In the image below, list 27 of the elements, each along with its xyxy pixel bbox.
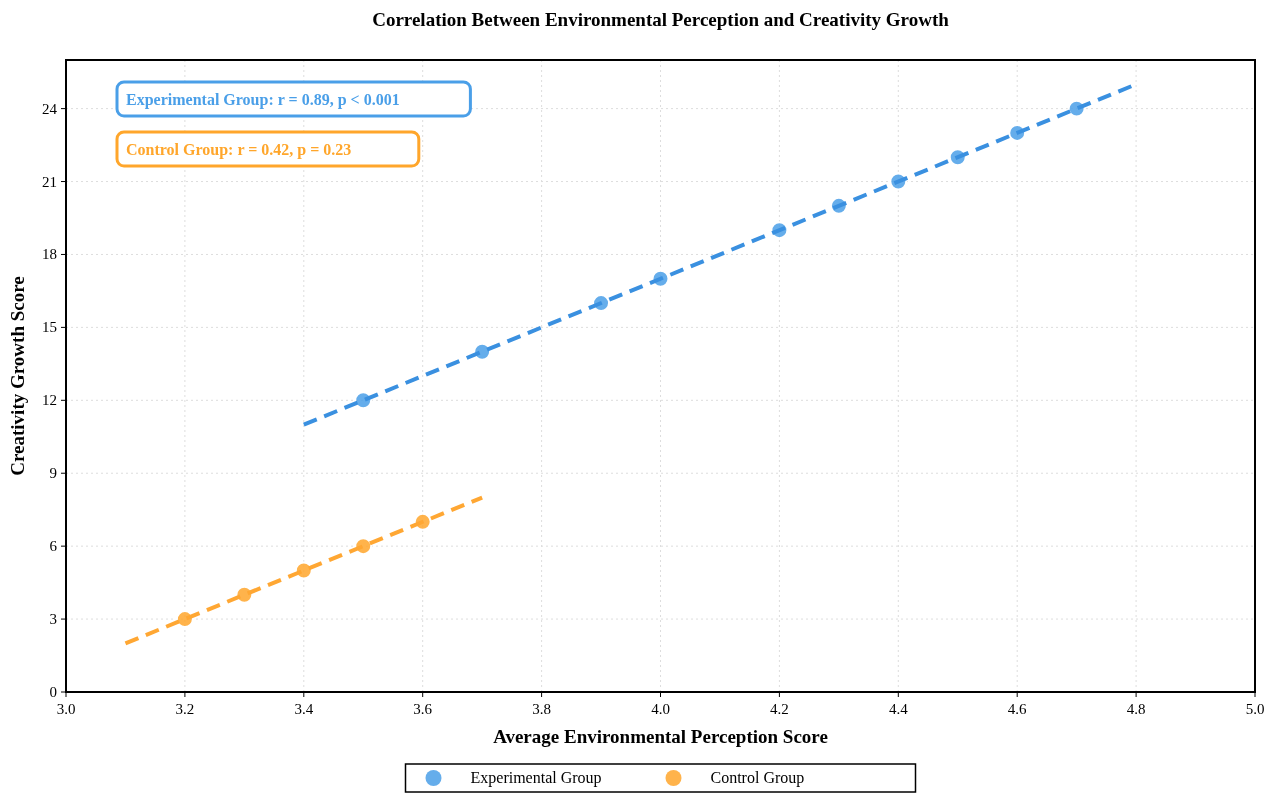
y-tick-label: 6 — [49, 538, 58, 555]
x-tick-label: 4.2 — [770, 701, 789, 717]
x-tick-label: 3.6 — [413, 701, 433, 717]
y-axis-title: Creativity Growth Score — [7, 276, 28, 476]
legend-label: Control Group — [710, 769, 805, 787]
annotation: Experimental Group: r = 0.89, p < 0.001 — [126, 91, 400, 109]
x-tick-label: 3.8 — [532, 701, 551, 717]
chart-title: Correlation Between Environmental Perception and Creativity Growth — [372, 9, 950, 30]
legend-label: Experimental Group — [470, 769, 602, 787]
y-tick-label: 0 — [49, 684, 57, 700]
x-tick-label: 4.8 — [1126, 701, 1146, 717]
x-tick-label: 4.0 — [651, 701, 670, 717]
y-tick-label: 15 — [42, 319, 57, 336]
y-tick-label: 9 — [49, 465, 57, 482]
x-tick-label: 4.6 — [1007, 701, 1028, 717]
y-tick-label: 12 — [42, 392, 57, 409]
y-tick-label: 21 — [42, 173, 57, 190]
x-axis-title: Average Environmental Perception Score — [493, 726, 828, 747]
x-tick-label: 3.2 — [175, 701, 195, 717]
x-tick-label: 4.4 — [888, 701, 909, 717]
y-tick-label: 3 — [49, 611, 57, 628]
x-tick-label: 3.0 — [56, 701, 76, 717]
annotation: Control Group: r = 0.42, p = 0.23 — [126, 141, 352, 159]
y-tick-label: 18 — [42, 246, 57, 263]
x-tick-label: 3.4 — [294, 701, 314, 717]
y-tick-label: 24 — [42, 100, 58, 117]
x-tick-label: 5.0 — [1245, 701, 1265, 717]
